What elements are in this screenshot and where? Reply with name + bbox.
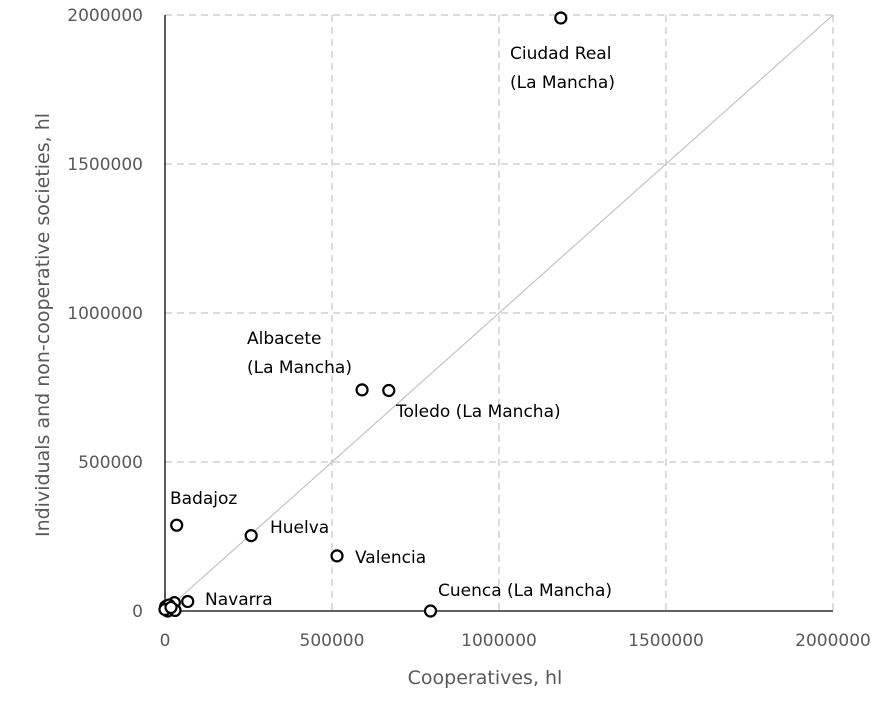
x-tick-label: 2000000 xyxy=(795,631,871,651)
point-annotations: Ciudad Real (La Mancha) Albacete (La Mancha… xyxy=(170,44,615,610)
data-point-navarra xyxy=(181,594,195,609)
data-point-ciudad-real xyxy=(554,11,568,25)
x-tick-label: 1000000 xyxy=(461,631,537,651)
data-point-badajoz xyxy=(170,518,184,532)
x-tick-label: 500000 xyxy=(300,631,365,651)
data-point-albacete xyxy=(355,383,369,397)
tick-labels: 0 500000 1000000 1500000 2000000 0 500000 10000… xyxy=(67,6,871,651)
y-tick-label: 0 xyxy=(132,602,143,622)
annotation-toledo: Toledo (La Mancha) xyxy=(395,402,561,422)
identity-reference-line xyxy=(164,14,834,612)
reference-line-layer xyxy=(164,14,834,612)
annotation-line: Valencia xyxy=(355,548,426,568)
data-point-valencia xyxy=(330,549,344,563)
annotation-line: Cuenca (La Mancha) xyxy=(438,581,612,601)
annotation-line: (La Mancha) xyxy=(510,73,615,93)
data-points xyxy=(158,11,568,618)
annotation-huelva: Huelva xyxy=(270,518,329,538)
annotation-line: Albacete xyxy=(247,329,322,349)
annotation-line: (La Mancha) xyxy=(247,358,352,378)
y-tick-label: 500000 xyxy=(78,453,143,473)
data-point-huelva xyxy=(244,529,258,543)
y-tick-label: 1000000 xyxy=(67,304,143,324)
y-axis-title: Individuals and non-cooperative societie… xyxy=(32,113,54,537)
y-tick-label: 1500000 xyxy=(67,155,143,175)
annotation-line: Badajoz xyxy=(170,489,237,509)
annotation-cuenca: Cuenca (La Mancha) xyxy=(438,581,612,601)
annotation-badajoz: Badajoz xyxy=(170,489,237,509)
annotation-line: Toledo (La Mancha) xyxy=(395,402,561,422)
y-tick-label: 2000000 xyxy=(67,6,143,26)
annotation-line: Ciudad Real xyxy=(510,44,611,64)
annotation-line: Huelva xyxy=(270,518,329,538)
x-axis-title: Cooperatives, hl xyxy=(408,667,563,689)
x-tick-label: 1500000 xyxy=(628,631,704,651)
data-point-cuenca xyxy=(423,604,438,618)
axes xyxy=(164,15,833,612)
annotation-ciudad-real: Ciudad Real (La Mancha) xyxy=(510,44,615,93)
annotation-valencia: Valencia xyxy=(355,548,426,568)
annotation-albacete: Albacete (La Mancha) xyxy=(247,329,352,378)
data-point-toledo xyxy=(382,383,396,398)
grid-lines xyxy=(165,14,834,611)
annotation-navarra: Navarra xyxy=(205,590,273,610)
data-point xyxy=(164,600,178,615)
x-tick-label: 0 xyxy=(160,631,171,651)
annotation-line: Navarra xyxy=(205,590,273,610)
